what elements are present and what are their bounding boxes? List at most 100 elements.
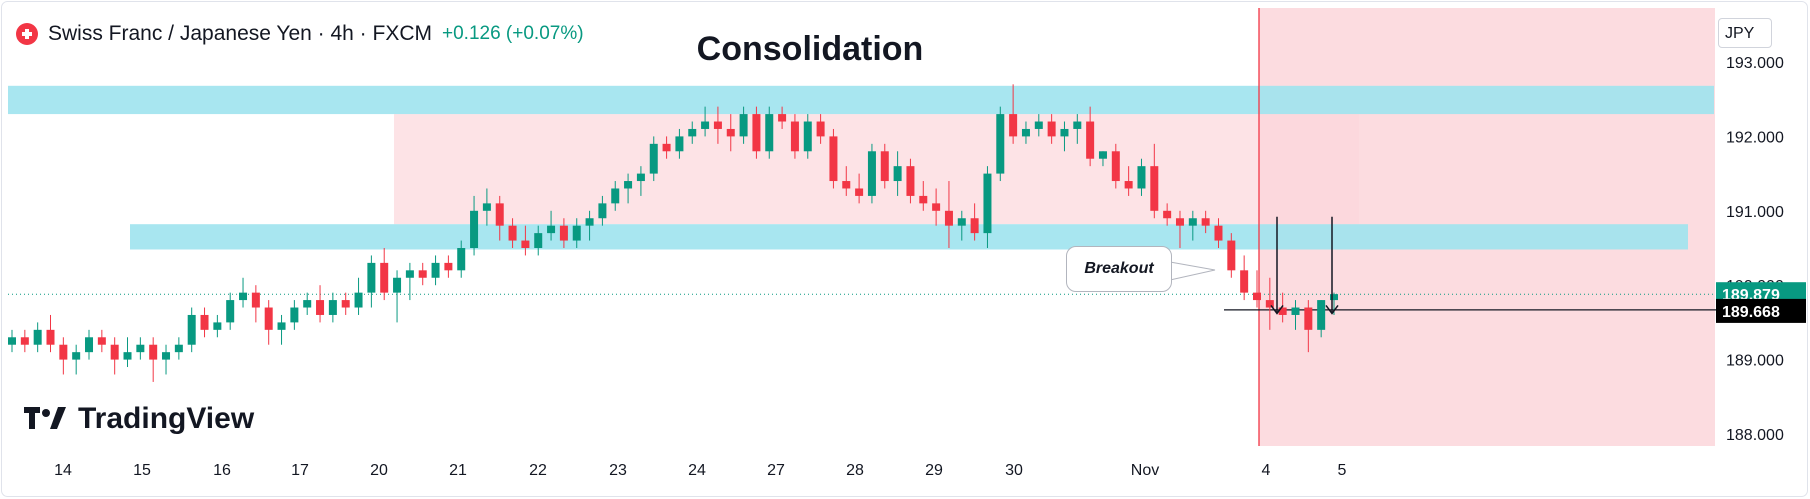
candle-body: [649, 143, 658, 174]
candle-body: [534, 233, 543, 248]
candle-body: [1227, 240, 1236, 271]
candle-body: [277, 322, 286, 330]
candle-body: [1021, 128, 1030, 137]
candle-body: [867, 151, 876, 196]
candle-body: [1291, 307, 1300, 315]
y-tick-label: 193.000: [1726, 55, 1784, 72]
x-tick-label: 20: [370, 462, 388, 479]
candle-body: [444, 262, 453, 271]
candle-body: [765, 114, 774, 152]
x-tick-label: 5: [1338, 462, 1347, 479]
candle-body: [970, 218, 979, 234]
down-arrow-2-head: [1325, 305, 1339, 315]
candle-body: [1188, 218, 1197, 226]
candle-body: [1086, 121, 1095, 159]
swiss-flag-icon: [16, 23, 38, 45]
candle-body: [572, 225, 581, 241]
symbol-title[interactable]: Swiss Franc / Japanese Yen · 4h · FXCM: [48, 22, 432, 45]
tradingview-logo-text: TradingView: [78, 402, 255, 435]
candle-body: [8, 337, 16, 345]
tradingview-logo: TradingView: [24, 402, 254, 436]
candle-body: [431, 262, 440, 278]
candle-body: [59, 344, 68, 360]
candle-body: [1330, 294, 1338, 301]
currency-button[interactable]: JPY: [1718, 18, 1772, 48]
candle-body: [239, 292, 248, 301]
price-label-box: [1716, 298, 1806, 323]
candle-body: [110, 344, 119, 360]
candle-body: [1073, 121, 1082, 129]
candle-body: [508, 225, 517, 241]
x-tick-label: 16: [213, 462, 231, 479]
candle-body: [418, 270, 427, 278]
candle-body: [20, 337, 29, 345]
candle-body: [405, 270, 414, 278]
candle-body: [739, 114, 748, 137]
candle-body: [97, 337, 106, 345]
price-change: +0.126 (+0.07%): [442, 23, 584, 44]
down-arrow-1-head: [1270, 305, 1284, 315]
candle-body: [290, 307, 299, 323]
candle-body: [1047, 121, 1056, 137]
candle-body: [893, 166, 902, 182]
tradingview-logo-icon: [24, 407, 66, 429]
candle-body: [1098, 151, 1107, 159]
candle-body: [1163, 210, 1172, 219]
candle-body: [495, 203, 504, 226]
candle-body: [1265, 300, 1274, 308]
candle-body: [174, 344, 183, 353]
candle-body: [944, 210, 953, 226]
breakout-callout: Breakout: [1066, 246, 1172, 292]
candle-body: [996, 114, 1005, 174]
candle-body: [598, 203, 607, 219]
candle-body: [803, 121, 812, 152]
y-tick-label: 191.000: [1726, 204, 1784, 221]
candle-body: [752, 114, 761, 152]
candle-body: [713, 121, 722, 129]
consolidation-label: Consolidation: [696, 30, 924, 68]
candle-body: [328, 300, 337, 315]
candle-body: [187, 314, 196, 345]
x-tick-label: 17: [291, 462, 309, 479]
candle-body: [585, 218, 594, 226]
candle-body: [957, 218, 966, 226]
candle-body: [816, 121, 825, 137]
x-tick-label: 28: [846, 462, 864, 479]
candle-body: [675, 136, 684, 152]
candle-body: [906, 166, 915, 196]
candle-body: [123, 352, 132, 360]
x-tick-label: 30: [1005, 462, 1023, 479]
candle-body: [1124, 181, 1133, 189]
candle-body: [470, 210, 479, 248]
x-tick-label: 21: [449, 462, 467, 479]
candle-body: [726, 128, 735, 137]
candle-body: [1175, 218, 1184, 226]
candle-body: [932, 203, 941, 211]
candle-body: [213, 322, 222, 330]
candle-body: [1009, 114, 1018, 137]
candle-body: [226, 300, 235, 323]
candle-body: [662, 143, 671, 152]
support-zone: [130, 224, 1688, 250]
candle-body: [829, 136, 838, 182]
candle-body: [919, 195, 928, 204]
candle-body: [1137, 166, 1146, 189]
candle-body: [559, 225, 568, 241]
x-tick-label: 22: [529, 462, 547, 479]
consolidation-range: [394, 114, 1359, 225]
candle-body: [1150, 166, 1159, 211]
candle-body: [1201, 218, 1210, 226]
price-label: 189.668: [1722, 304, 1780, 321]
candle-body: [457, 248, 466, 271]
candle-body: [611, 188, 620, 204]
candle-body: [316, 300, 325, 315]
y-tick-label: 188.000: [1726, 427, 1784, 444]
candle-body: [1060, 128, 1069, 137]
candle-body: [688, 128, 697, 137]
candle-body: [85, 337, 94, 353]
x-tick-label: Nov: [1131, 462, 1159, 479]
x-tick-label: 24: [688, 462, 706, 479]
x-tick-label: 27: [767, 462, 785, 479]
